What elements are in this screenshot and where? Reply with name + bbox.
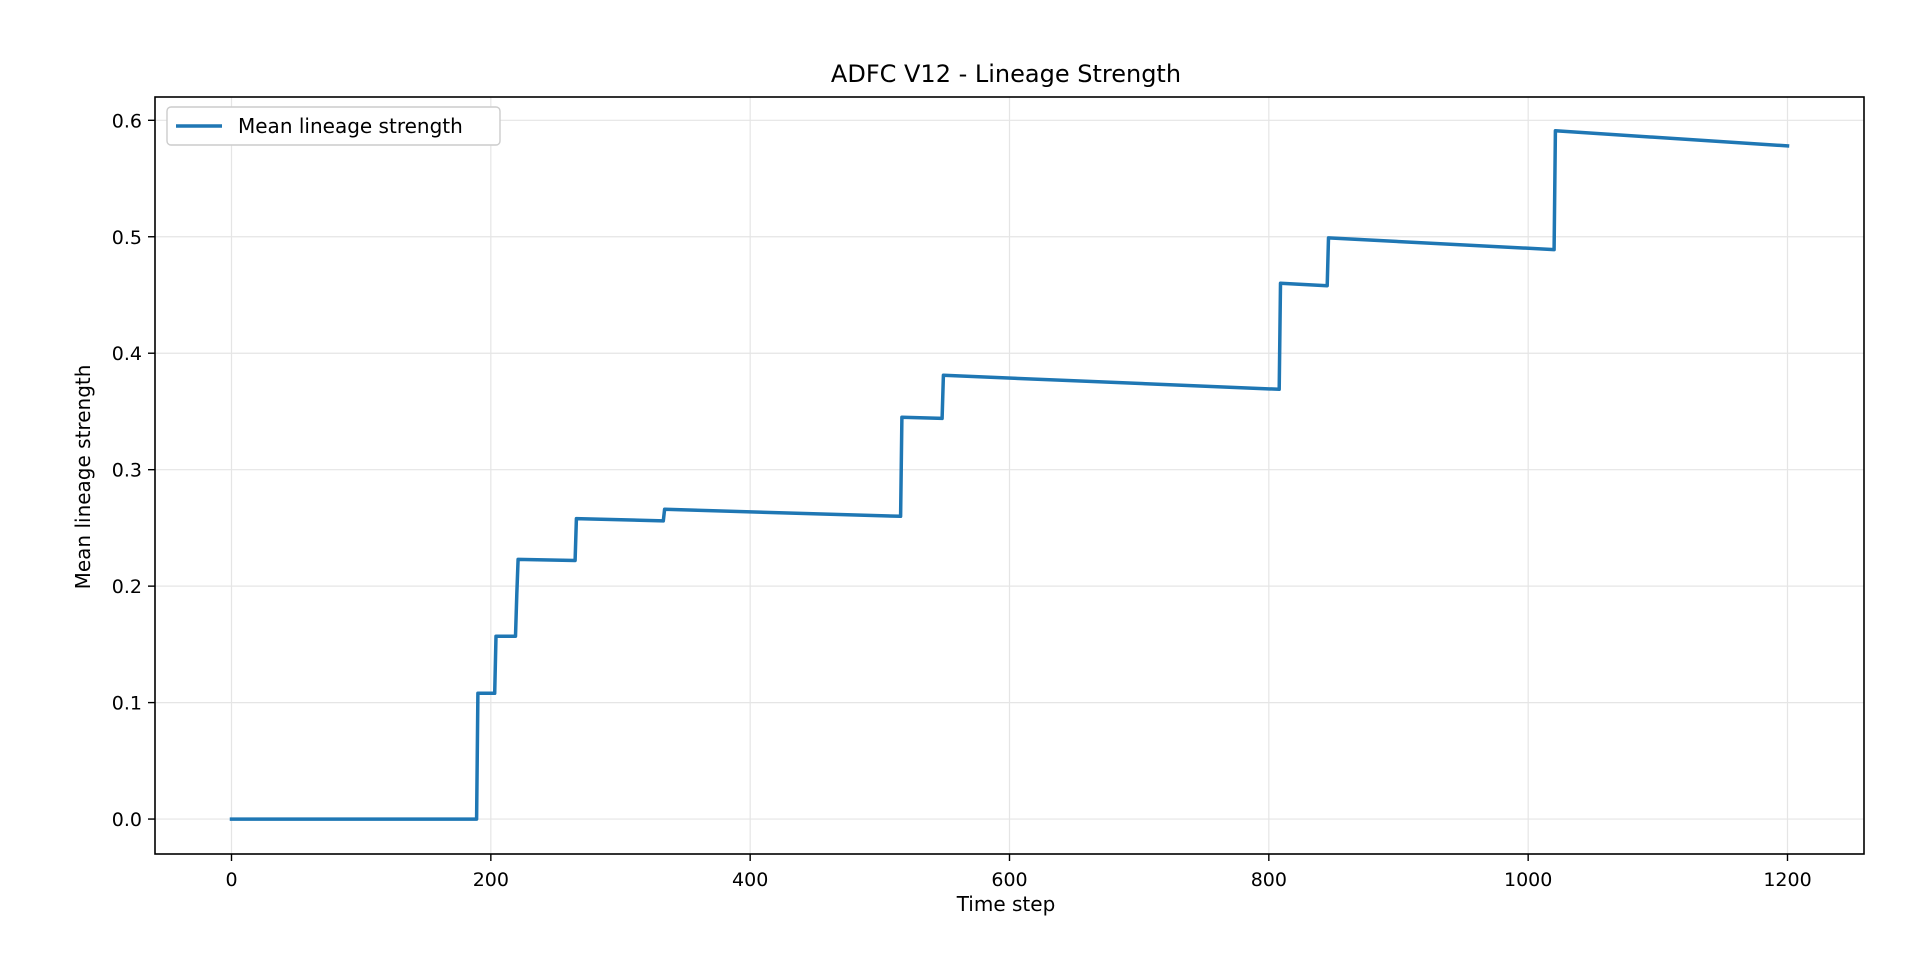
x-tick-label: 400 <box>732 869 768 891</box>
series-line <box>229 129 1790 821</box>
x-tick-label: 800 <box>1251 869 1287 891</box>
y-axis-label: Mean lineage strength <box>71 365 95 590</box>
x-tick-label: 1000 <box>1504 869 1552 891</box>
legend-label: Mean lineage strength <box>238 114 463 138</box>
y-tick-label: 0.6 <box>112 110 142 132</box>
y-tick-label: 0.3 <box>112 460 142 482</box>
plot-series <box>229 129 1790 821</box>
x-tick-label: 600 <box>991 869 1027 891</box>
y-tick-label: 0.4 <box>112 343 142 365</box>
y-tick-label: 0.2 <box>112 576 142 598</box>
y-axis: 0.0 0.1 0.2 0.3 0.4 0.5 0.6 <box>112 110 155 831</box>
x-tick-label: 1200 <box>1763 869 1811 891</box>
x-axis: 0 200 400 600 800 1000 1200 <box>225 854 1812 891</box>
chart-title: ADFC V12 - Lineage Strength <box>831 60 1181 88</box>
y-tick-label: 0.1 <box>112 693 142 715</box>
x-tick-label: 200 <box>473 869 509 891</box>
x-axis-label: Time step <box>956 892 1056 916</box>
x-tick-label: 0 <box>225 869 237 891</box>
legend: Mean lineage strength <box>166 106 501 146</box>
y-tick-label: 0.0 <box>112 809 142 831</box>
legend-box <box>166 106 501 146</box>
y-tick-label: 0.5 <box>112 227 142 249</box>
